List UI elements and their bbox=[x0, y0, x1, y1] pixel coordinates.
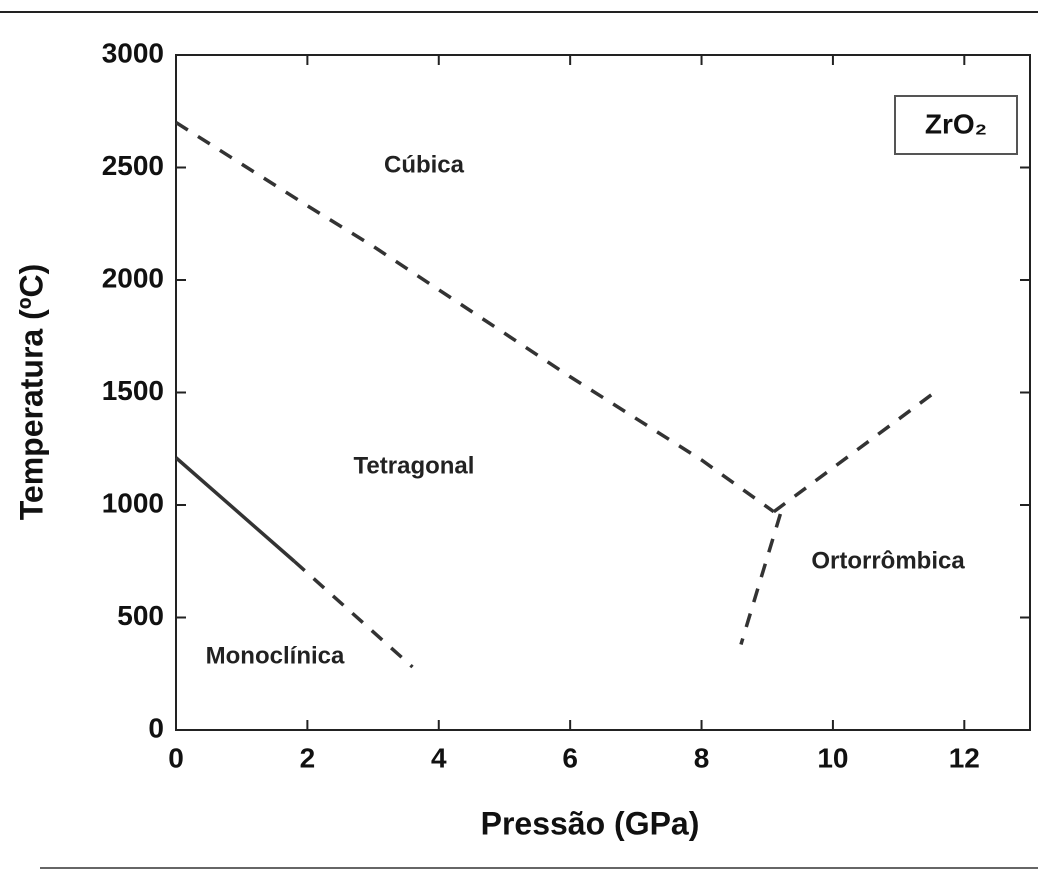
phase-boundary bbox=[174, 456, 296, 563]
x-tick-label: 10 bbox=[817, 742, 848, 773]
phase-boundary bbox=[739, 513, 783, 646]
phase-boundary bbox=[772, 393, 933, 514]
x-tick-label: 4 bbox=[431, 742, 447, 773]
y-tick-label: 2000 bbox=[102, 262, 164, 293]
y-tick-label: 2500 bbox=[102, 150, 164, 181]
y-tick-label: 1500 bbox=[102, 375, 164, 406]
region-label: Ortorrômbica bbox=[811, 547, 965, 574]
y-tick-label: 3000 bbox=[102, 37, 164, 68]
region-label: Monoclínica bbox=[206, 642, 345, 669]
x-tick-label: 12 bbox=[949, 742, 980, 773]
phase-boundary bbox=[175, 121, 775, 514]
region-label: Cúbica bbox=[384, 151, 465, 178]
plot-frame bbox=[175, 54, 1031, 731]
y-axis-title: Temperatura (ºC) bbox=[13, 264, 49, 520]
legend-label: ZrO₂ bbox=[925, 108, 987, 139]
region-label: Tetragonal bbox=[354, 452, 475, 479]
phase-boundary bbox=[293, 559, 414, 669]
y-tick-label: 1000 bbox=[102, 487, 164, 518]
x-tick-label: 6 bbox=[562, 742, 578, 773]
x-tick-label: 8 bbox=[694, 742, 710, 773]
legend-box bbox=[894, 95, 1018, 155]
x-axis-title: Pressão (GPa) bbox=[481, 805, 700, 841]
y-tick-label: 0 bbox=[148, 712, 164, 743]
y-tick-label: 500 bbox=[117, 600, 164, 631]
x-tick-label: 2 bbox=[300, 742, 316, 773]
x-tick-label: 0 bbox=[168, 742, 184, 773]
